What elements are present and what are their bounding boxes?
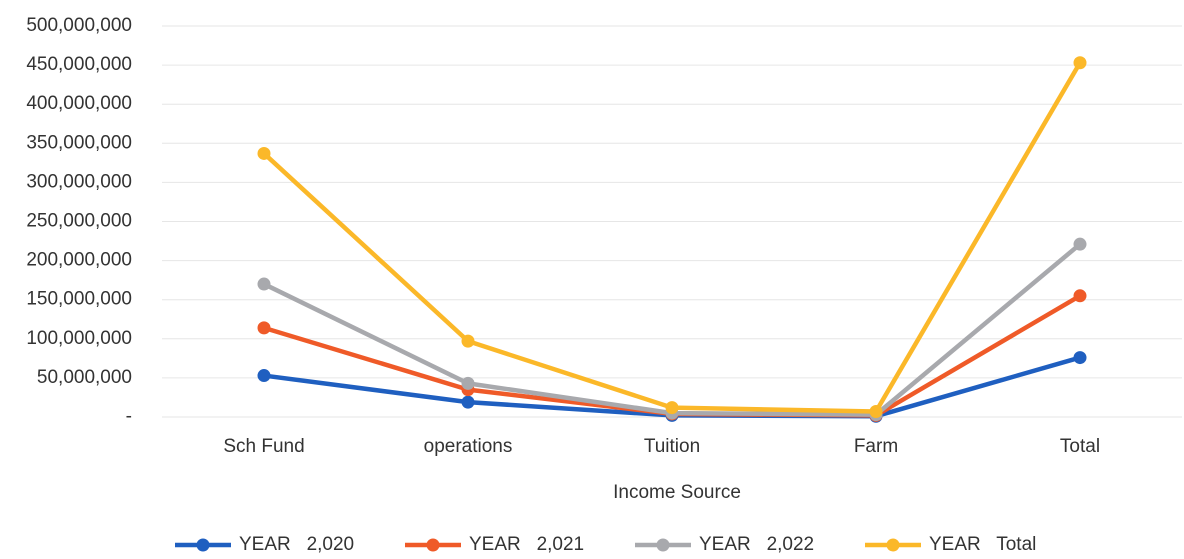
legend-label: YEAR 2,020 xyxy=(239,534,354,554)
series-line xyxy=(261,293,1083,418)
x-tick-label: Farm xyxy=(854,436,898,457)
data-point xyxy=(869,405,883,419)
series-line xyxy=(261,60,1083,414)
data-point xyxy=(257,369,271,383)
data-point xyxy=(257,277,271,291)
y-tick-label: 350,000,000 xyxy=(26,132,132,153)
data-point xyxy=(1073,237,1087,251)
data-point xyxy=(461,334,475,348)
data-point xyxy=(461,376,475,390)
data-point xyxy=(257,321,271,335)
y-tick-label: 150,000,000 xyxy=(26,289,132,310)
data-point xyxy=(1073,351,1087,365)
data-point xyxy=(1073,289,1087,303)
legend-label: YEAR 2,022 xyxy=(699,534,814,554)
y-tick-label: - xyxy=(126,406,132,427)
y-tick-label: 250,000,000 xyxy=(26,211,132,232)
y-tick-label: 50,000,000 xyxy=(37,367,132,388)
data-point xyxy=(461,395,475,409)
x-tick-label: Tuition xyxy=(644,436,700,457)
y-tick-label: 500,000,000 xyxy=(26,15,132,36)
legend-marker xyxy=(886,538,900,552)
y-tick-label: 450,000,000 xyxy=(26,54,132,75)
y-tick-label: 200,000,000 xyxy=(26,250,132,271)
data-point xyxy=(665,401,679,415)
legend-marker xyxy=(656,538,670,552)
y-tick-label: 100,000,000 xyxy=(26,328,132,349)
data-point xyxy=(257,146,271,160)
legend-marker xyxy=(426,538,440,552)
y-tick-label: 300,000,000 xyxy=(26,171,132,192)
y-tick-label: 400,000,000 xyxy=(26,93,132,114)
data-point xyxy=(1073,56,1087,70)
x-axis-title: Income Source xyxy=(613,482,741,503)
x-tick-label: Total xyxy=(1060,436,1100,457)
legend-label: YEAR 2,021 xyxy=(469,534,584,554)
x-tick-label: Sch Fund xyxy=(223,436,304,457)
legend-marker xyxy=(196,538,210,552)
legend-label: YEAR Total xyxy=(929,534,1036,554)
x-tick-label: operations xyxy=(424,436,513,457)
